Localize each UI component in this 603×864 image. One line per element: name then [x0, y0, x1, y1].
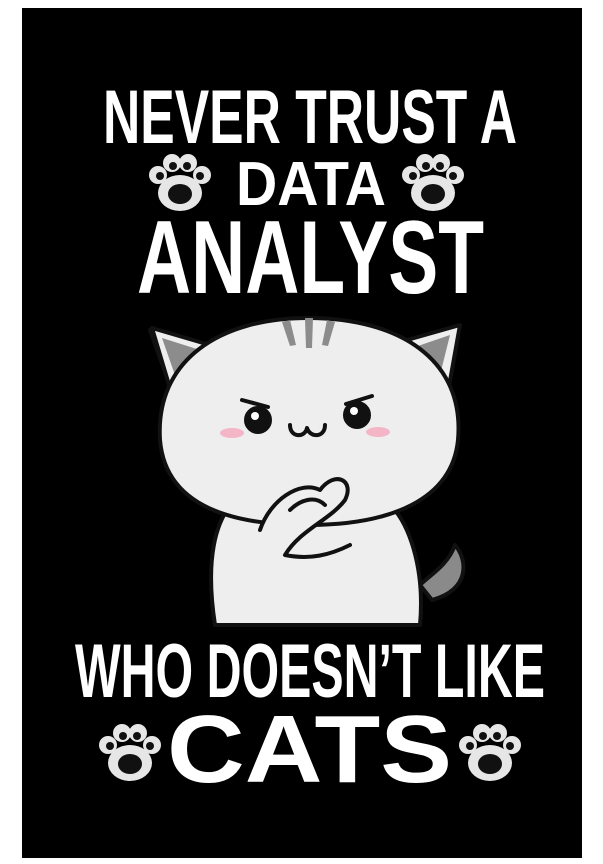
headline-line: ANALYST [137, 200, 484, 316]
headline-line: CATS [167, 696, 452, 803]
headline-line: NEVER TRUST A [103, 75, 517, 160]
poster: NEVER TRUST A DATA ANALYST WHO DOESN’T L… [0, 0, 603, 864]
page: NEVER TRUST A DATA ANALYST WHO DOESN’T L… [0, 0, 603, 864]
